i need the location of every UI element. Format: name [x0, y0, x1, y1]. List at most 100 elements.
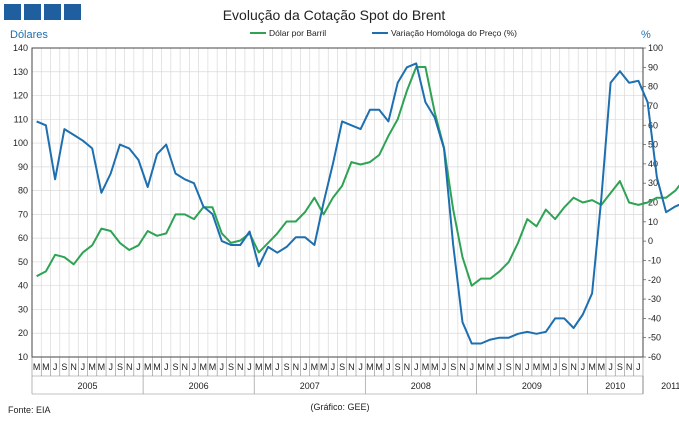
month-label: J	[581, 362, 586, 372]
price-line	[36, 66, 679, 287]
brand-square	[4, 4, 21, 20]
left-tick-label: 140	[13, 43, 28, 53]
month-label: M	[422, 362, 430, 372]
grid	[31, 47, 644, 358]
month-label: M	[598, 362, 606, 372]
month-label: M	[88, 362, 96, 372]
right-tick-label: -40	[648, 313, 661, 323]
legend: Dólar por Barril Variação Homóloga do Pr…	[250, 28, 517, 38]
month-label: J	[608, 362, 613, 372]
right-tick-label: -60	[648, 352, 661, 362]
right-tick-label: 80	[648, 82, 658, 92]
month-label: J	[247, 362, 252, 372]
month-label: J	[108, 362, 113, 372]
month-label: M	[200, 362, 208, 372]
year-label: 2008	[411, 381, 431, 391]
month-label: M	[33, 362, 41, 372]
month-label: N	[70, 362, 77, 372]
month-label: J	[636, 362, 641, 372]
month-label: N	[404, 362, 411, 372]
year-label: 2006	[189, 381, 209, 391]
month-label: M	[98, 362, 106, 372]
brand-square	[44, 4, 61, 20]
left-axis-label: Dólares	[10, 29, 48, 41]
month-label: M	[264, 362, 272, 372]
right-axis-label: %	[641, 29, 651, 41]
month-label: S	[450, 362, 456, 372]
right-tick-label: 10	[648, 217, 658, 227]
month-label: N	[237, 362, 244, 372]
month-label: N	[570, 362, 577, 372]
left-tick-label: 40	[18, 281, 28, 291]
month-label: J	[164, 362, 169, 372]
left-tick-label: 90	[18, 162, 28, 172]
left-tick-label: 120	[13, 91, 28, 101]
right-tick-label: 20	[648, 198, 658, 208]
brand-square	[24, 4, 41, 20]
month-label: S	[561, 362, 567, 372]
month-label: N	[515, 362, 522, 372]
brand-squares	[4, 4, 81, 20]
credit-note: (Gráfico: GEE)	[310, 402, 369, 412]
month-label: M	[431, 362, 439, 372]
month-label: N	[182, 362, 189, 372]
month-label: M	[375, 362, 383, 372]
right-tick-label: 40	[648, 159, 658, 169]
left-tick-label: 130	[13, 67, 28, 77]
right-tick-label: 100	[648, 43, 663, 53]
brand-square	[64, 4, 81, 20]
month-label: J	[192, 362, 197, 372]
right-tick-label: 60	[648, 120, 658, 130]
left-tick-label: 10	[18, 352, 28, 362]
left-tick-label: 60	[18, 233, 28, 243]
month-label: J	[331, 362, 336, 372]
month-label: N	[348, 362, 355, 372]
yoy-line	[36, 62, 679, 345]
month-label: M	[144, 362, 152, 372]
year-label: 2007	[300, 381, 320, 391]
month-label: M	[477, 362, 485, 372]
month-label: M	[311, 362, 319, 372]
month-label: J	[442, 362, 447, 372]
right-tick-label: -50	[648, 333, 661, 343]
right-tick-label: 70	[648, 101, 658, 111]
month-label: M	[588, 362, 596, 372]
left-tick-label: 50	[18, 257, 28, 267]
month-label: M	[533, 362, 541, 372]
left-tick-label: 20	[18, 328, 28, 338]
month-label: S	[172, 362, 178, 372]
month-label: M	[209, 362, 217, 372]
year-label: 2010	[605, 381, 625, 391]
source-note: Fonte: EIA	[8, 405, 51, 415]
month-label: M	[255, 362, 263, 372]
right-tick-label: 0	[648, 236, 653, 246]
chart-title: Evolução da Cotação Spot do Brent	[223, 7, 446, 23]
legend-label-price: Dólar por Barril	[269, 28, 326, 38]
month-label: S	[339, 362, 345, 372]
left-tick-label: 30	[18, 304, 28, 314]
month-label: J	[525, 362, 530, 372]
month-label: S	[117, 362, 123, 372]
month-label: J	[358, 362, 363, 372]
month-label: M	[542, 362, 550, 372]
month-label: J	[53, 362, 58, 372]
right-tick-label: -30	[648, 294, 661, 304]
month-label: J	[497, 362, 502, 372]
month-label: M	[42, 362, 50, 372]
month-label: S	[395, 362, 401, 372]
right-tick-label: 90	[648, 62, 658, 72]
month-label: M	[320, 362, 328, 372]
year-label: 2011	[661, 381, 679, 391]
month-label: J	[414, 362, 419, 372]
right-tick-label: -10	[648, 255, 661, 265]
month-label: J	[303, 362, 308, 372]
left-axis: 10 20 30 40 50 60 70 80 90 100 110 120 130 140	[13, 43, 28, 362]
month-label: M	[366, 362, 374, 372]
series-layer	[36, 62, 679, 345]
month-label: J	[469, 362, 474, 372]
month-label: S	[61, 362, 67, 372]
month-label: J	[220, 362, 225, 372]
left-tick-label: 110	[14, 114, 28, 124]
month-label: N	[293, 362, 300, 372]
